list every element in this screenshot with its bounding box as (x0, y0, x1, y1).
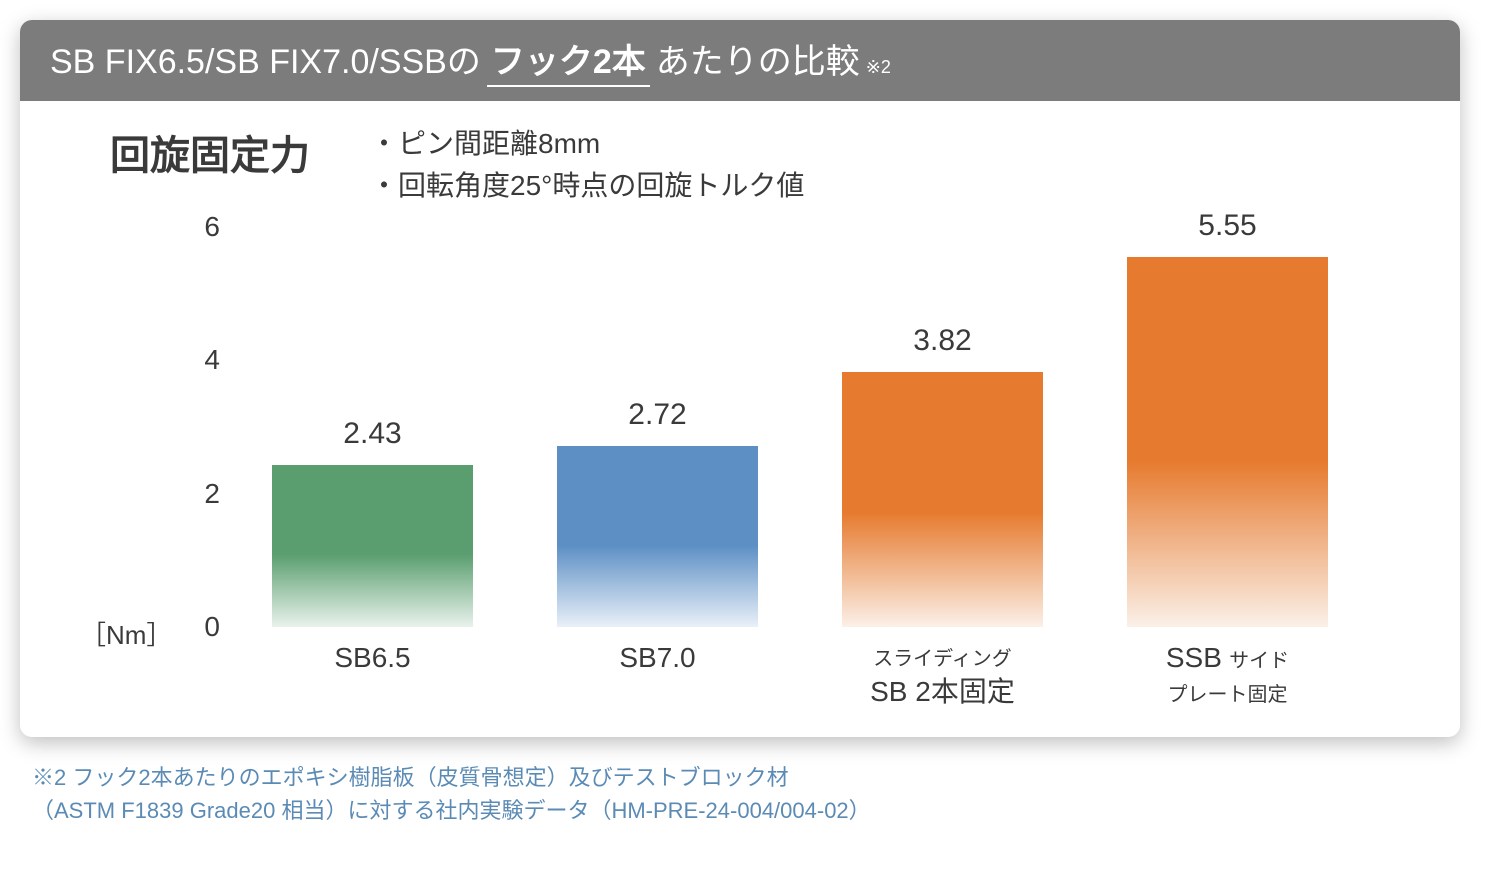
header-suffix: あたりの比較 (656, 34, 860, 83)
footnote-line: （ASTM F1839 Grade20 相当）に対する社内実験データ（HM-PR… (32, 794, 1468, 827)
footnote-line: ※2 フック2本あたりのエポキシ樹脂板（皮質骨想定）及びテストブロック材 (32, 761, 1468, 794)
bar-slot: 3.82 (817, 227, 1068, 627)
bar-value-label: 3.82 (817, 324, 1068, 358)
condition-line: ・ピン間距離8mm (370, 123, 804, 165)
y-tick: 4 (180, 344, 220, 376)
bar-value-label: 2.72 (532, 398, 783, 432)
x-labels: SB6.5 SB7.0 スライディングSB 2本固定 SSB サイドプレート固定 (230, 632, 1370, 707)
chart-conditions: ・ピン間距離8mm ・回転角度25°時点の回旋トルク値 (370, 123, 804, 207)
y-tick: 2 (180, 478, 220, 510)
header-note-mark: ※2 (866, 57, 891, 78)
bar (557, 446, 758, 627)
header-prefix: SB FIX6.5/SB FIX7.0/SSBの (50, 34, 481, 83)
chart-card: SB FIX6.5/SB FIX7.0/SSBの フック2本 あたりの比較 ※2… (20, 20, 1460, 737)
y-tick: 6 (180, 211, 220, 243)
bar (1127, 257, 1328, 627)
header-bar: SB FIX6.5/SB FIX7.0/SSBの フック2本 あたりの比較 ※2 (20, 20, 1460, 101)
header-emphasis: フック2本 (487, 34, 650, 87)
y-tick: 0 (180, 611, 220, 643)
bar (272, 465, 473, 627)
bar-slot: 2.72 (532, 227, 783, 627)
bar-value-label: 5.55 (1102, 209, 1353, 243)
chart-area: ［Nm］ 2.432.723.825.55 0246 SB6.5SB7.0スライ… (90, 227, 1410, 707)
x-label: SB7.0 (532, 632, 783, 707)
bar-slot: 2.43 (247, 227, 498, 627)
condition-line: ・回転角度25°時点の回旋トルク値 (370, 165, 804, 207)
x-label: SB6.5 (247, 632, 498, 707)
bar-slot: 5.55 (1102, 227, 1353, 627)
bar (842, 372, 1043, 627)
plot-area: 2.432.723.825.55 0246 (230, 227, 1370, 627)
footnote: ※2 フック2本あたりのエポキシ樹脂板（皮質骨想定）及びテストブロック材 （AS… (32, 761, 1468, 827)
chart-title: 回旋固定力 (110, 123, 310, 181)
y-axis-unit: ［Nm］ (80, 615, 172, 652)
x-label: スライディングSB 2本固定 (817, 632, 1068, 707)
chart-body: 回旋固定力 ・ピン間距離8mm ・回転角度25°時点の回旋トルク値 ［Nm］ 2… (20, 101, 1460, 737)
bar-value-label: 2.43 (247, 417, 498, 451)
x-label: SSB サイドプレート固定 (1102, 632, 1353, 707)
bars-container: 2.43 2.72 3.82 5.55 (230, 227, 1370, 627)
